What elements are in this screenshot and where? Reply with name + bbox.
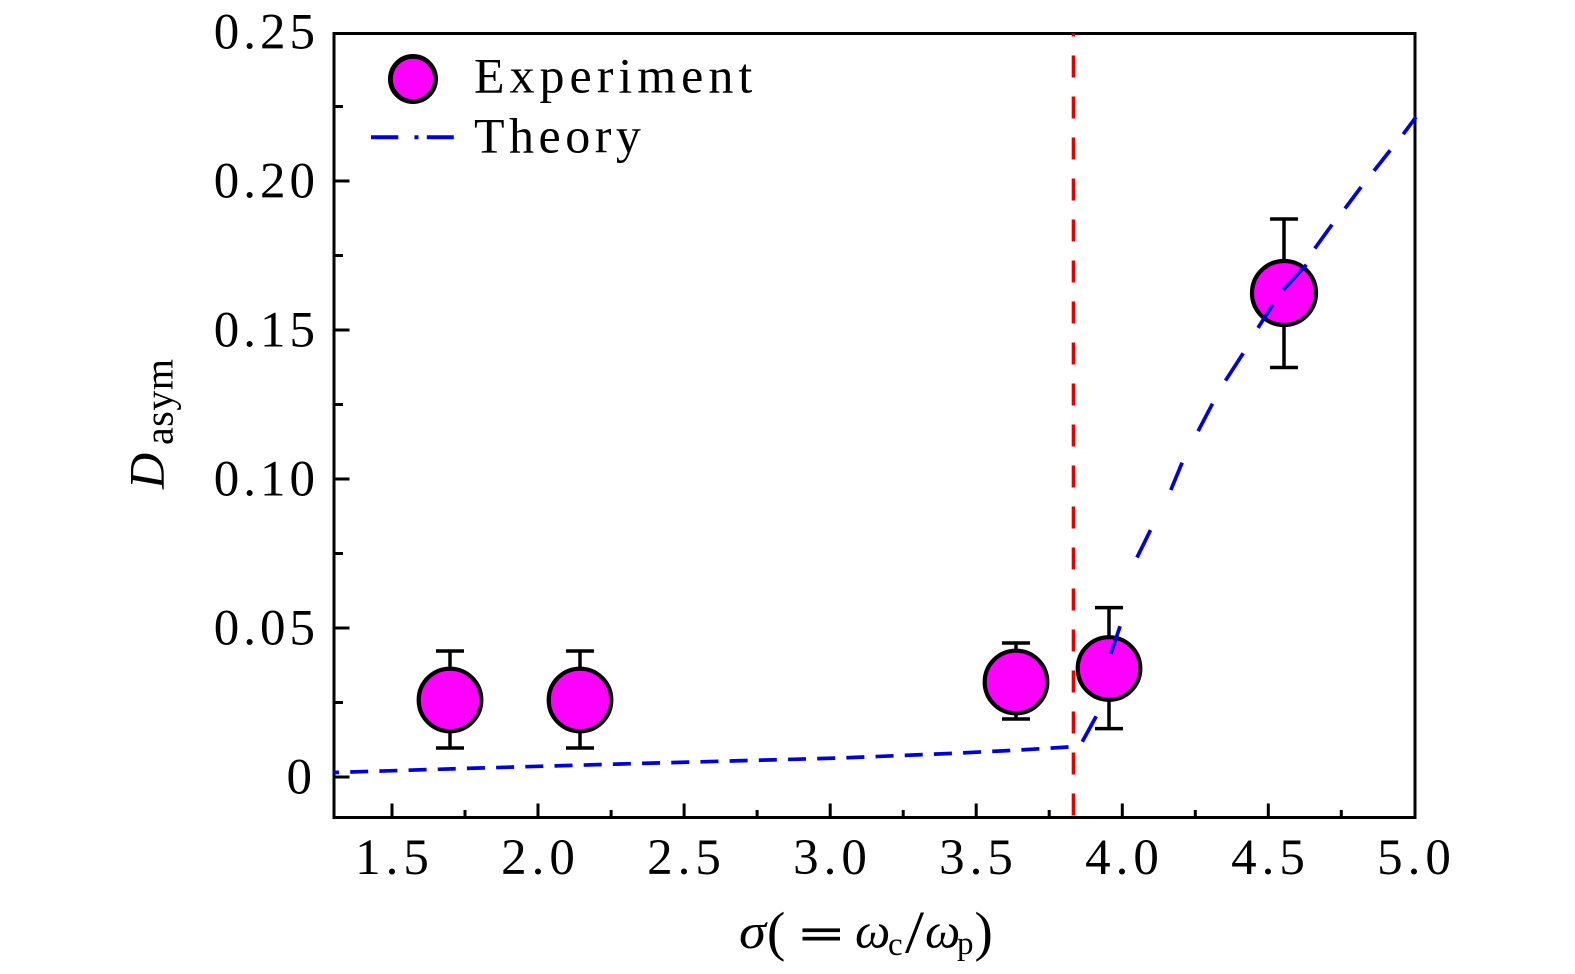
svg-text:4.0: 4.0: [1085, 830, 1164, 886]
svg-text:Theory: Theory: [474, 107, 645, 163]
svg-text:Experiment: Experiment: [474, 47, 757, 103]
svg-text:0.20: 0.20: [214, 154, 319, 210]
svg-text:(: (: [767, 901, 785, 962]
svg-text:4.5: 4.5: [1231, 830, 1310, 886]
svg-text:3.5: 3.5: [939, 830, 1018, 886]
svg-text:0: 0: [287, 750, 317, 806]
svg-text:asym: asym: [137, 359, 182, 445]
svg-text:c: c: [888, 927, 903, 963]
svg-text:p: p: [957, 926, 974, 962]
svg-text:0.15: 0.15: [214, 303, 319, 359]
svg-text:1.5: 1.5: [355, 830, 434, 886]
svg-text:/: /: [905, 900, 924, 966]
svg-text:σ: σ: [739, 903, 769, 959]
svg-text:ω: ω: [855, 903, 890, 959]
svg-text:): ): [975, 901, 993, 962]
svg-text:0.05: 0.05: [214, 601, 319, 657]
svg-text:D: D: [119, 453, 175, 490]
svg-text:ω: ω: [925, 903, 960, 959]
svg-text:2.5: 2.5: [647, 830, 726, 886]
svg-text:2.0: 2.0: [501, 830, 580, 886]
svg-text:0.10: 0.10: [214, 452, 319, 508]
svg-text:5.0: 5.0: [1377, 830, 1456, 886]
svg-text:0.25: 0.25: [214, 5, 319, 61]
svg-text:3.0: 3.0: [793, 830, 872, 886]
